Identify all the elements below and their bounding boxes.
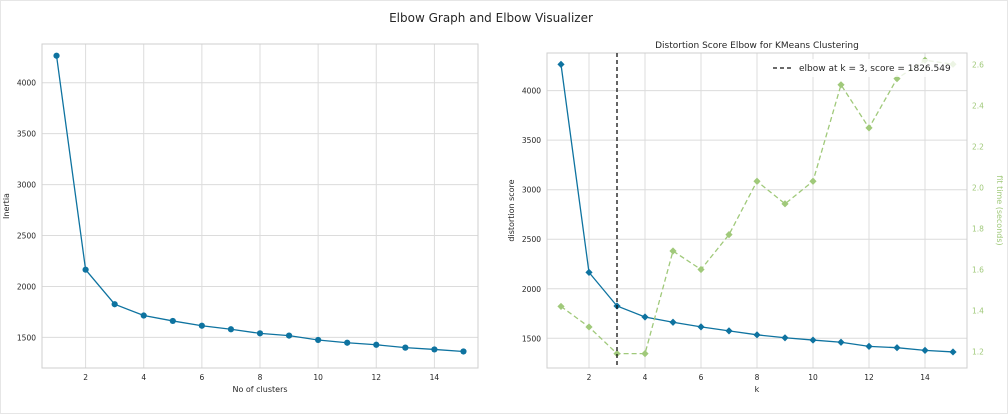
elbow-graph-xtick-label-5: 12 <box>371 373 381 382</box>
elbow-visualizer-ytick-label-3: 3000 <box>522 186 541 195</box>
elbow-graph-series-0-marker-0 <box>53 52 60 59</box>
elbow-visualizer-series-0-marker-4 <box>669 318 677 326</box>
elbow-graph-series-0-marker-7 <box>256 330 264 337</box>
elbow-visualizer-series-0-marker-5 <box>697 323 705 331</box>
elbow-visualizer-xtick-label-2: 6 <box>699 373 704 382</box>
elbow-graph-xtick-label-3: 8 <box>258 373 263 382</box>
elbow-visualizer-ytick-label-2: 2500 <box>522 235 541 244</box>
elbow-graph-series-0-marker-2 <box>111 301 118 308</box>
elbow-visualizer-series-1-marker-6 <box>725 231 733 239</box>
elbow-visualizer-series-0-marker-1 <box>585 268 593 277</box>
elbow-visualizer-y2tick-label-6: 2.4 <box>972 101 984 110</box>
elbow-visualizer-ytick-label-1: 2000 <box>522 285 541 294</box>
elbow-graph-ytick-label-4: 3500 <box>17 130 36 139</box>
elbow-visualizer-series-1-marker-8 <box>781 200 789 208</box>
elbow-visualizer-series-1-marker-11 <box>865 124 873 132</box>
elbow-graph-xtick-label-4: 10 <box>313 373 323 382</box>
elbow-visualizer-legend-box <box>767 59 963 77</box>
figure-suptitle: Elbow Graph and Elbow Visualizer <box>389 11 593 25</box>
elbow-visualizer-title: Distortion Score Elbow for KMeans Cluste… <box>655 41 859 51</box>
elbow-graph-ytick-label-0: 1500 <box>17 333 36 342</box>
elbow-graph-series-0-marker-10 <box>344 339 351 346</box>
elbow-graph-ytick-label-2: 2500 <box>17 232 36 241</box>
elbow-visualizer-y2tick-label-3: 1.8 <box>972 224 984 233</box>
elbow-visualizer-y2tick-label-2: 1.6 <box>972 265 984 274</box>
elbow-graph-xtick-label-2: 6 <box>199 373 204 382</box>
elbow-graph-panel: 2 4 6 8 10 12 14 1500 2000 2500 3000 3500 4000 No of … <box>2 43 479 394</box>
elbow-visualizer-xtick-label-0: 2 <box>587 373 592 382</box>
elbow-visualizer-series-0-marker-11 <box>865 342 873 351</box>
elbow-visualizer-series-0-marker-0 <box>557 60 565 68</box>
elbow-visualizer-ytick-label-4: 3500 <box>522 136 541 145</box>
elbow-graph-xtick-label-0: 2 <box>83 373 88 382</box>
elbow-visualizer-legend-label: elbow at k = 3, score = 1826.549 <box>799 64 951 74</box>
elbow-graph-xtick-label-6: 14 <box>430 373 440 382</box>
elbow-graph-ylabel: Inertia <box>2 193 11 219</box>
elbow-visualizer-y2tick-label-0: 1.2 <box>972 348 984 357</box>
elbow-visualizer-xtick-label-6: 14 <box>920 373 930 382</box>
elbow-visualizer-y2tick-label-5: 2.2 <box>972 142 984 151</box>
elbow-visualizer-y2label: fit time (seconds) <box>995 175 1004 245</box>
elbow-visualizer-ytick-label-0: 1500 <box>522 334 541 343</box>
elbow-visualizer-series-0-marker-14 <box>949 348 957 356</box>
elbow-visualizer-ylabel: distortion score <box>507 179 516 241</box>
elbow-visualizer-series-0-marker-8 <box>781 334 789 342</box>
elbow-graph-axes-frame <box>41 43 479 369</box>
elbow-graph-series-0-marker-1 <box>82 266 89 273</box>
elbow-visualizer-series-1-marker-2 <box>613 350 621 358</box>
elbow-visualizer-xtick-label-5: 12 <box>864 373 874 382</box>
elbow-graph-ytick-label-1: 2000 <box>17 282 36 291</box>
elbow-visualizer-xlabel: k <box>755 385 760 394</box>
elbow-graph-series-0-marker-12 <box>402 344 409 351</box>
elbow-graph-series-0-marker-4 <box>169 317 176 325</box>
elbow-visualizer-series-0-marker-7 <box>753 331 761 339</box>
elbow-visualizer-panel: 2 4 6 8 10 12 14 1500 2000 2500 3000 3500 4000 1.2 1.4… <box>507 41 1004 394</box>
elbow-graph-xlabel: No of clusters <box>232 385 287 394</box>
elbow-visualizer-series-1-marker-1 <box>585 323 593 331</box>
elbow-visualizer-series-0-marker-3 <box>641 313 649 321</box>
elbow-graph-series-0-marker-8 <box>285 332 293 339</box>
elbow-visualizer-series-1-marker-0 <box>557 302 565 311</box>
elbow-visualizer-axes-frame <box>546 52 968 369</box>
elbow-graph-series-0-marker-5 <box>198 322 205 329</box>
elbow-graph-series-0-marker-14 <box>460 348 467 355</box>
elbow-visualizer-y2tick-label-4: 2.0 <box>972 183 984 192</box>
elbow-visualizer-series-0-marker-13 <box>921 346 929 354</box>
elbow-graph-series-0-marker-6 <box>227 326 235 333</box>
elbow-visualizer-series-1-marker-4 <box>669 247 677 255</box>
elbow-visualizer-series-0-marker-10 <box>837 338 845 346</box>
elbow-visualizer-xtick-label-3: 8 <box>755 373 760 382</box>
elbow-visualizer-series-1-marker-5 <box>697 265 705 274</box>
elbow-graph-series-0-marker-11 <box>373 341 380 348</box>
elbow-visualizer-series-1-marker-10 <box>837 81 845 89</box>
elbow-graph-xtick-label-1: 4 <box>141 373 146 382</box>
elbow-visualizer-xtick-label-4: 10 <box>808 373 818 382</box>
elbow-graph-ytick-label-5: 4000 <box>17 79 36 88</box>
elbow-graph-series-0-marker-9 <box>315 336 322 344</box>
elbow-visualizer-ytick-label-5: 4000 <box>522 87 541 96</box>
elbow-visualizer-series-0-marker-6 <box>725 327 733 335</box>
elbow-visualizer-series-0-marker-9 <box>809 336 817 344</box>
elbow-graph-series-0-marker-3 <box>140 312 147 319</box>
elbow-visualizer-series-0-marker-12 <box>893 344 901 352</box>
elbow-visualizer-series-1-marker-7 <box>753 177 761 185</box>
elbow-graph-series-0-marker-13 <box>431 346 438 353</box>
elbow-visualizer-y2tick-label-7: 2.6 <box>972 60 984 69</box>
elbow-visualizer-xtick-label-1: 4 <box>643 373 648 382</box>
elbow-visualizer-series-1-marker-9 <box>809 177 817 185</box>
elbow-visualizer-y2tick-label-1: 1.4 <box>972 307 984 316</box>
elbow-graph-ytick-label-3: 3000 <box>17 181 36 190</box>
elbow-visualizer-series-1-marker-3 <box>641 350 649 358</box>
